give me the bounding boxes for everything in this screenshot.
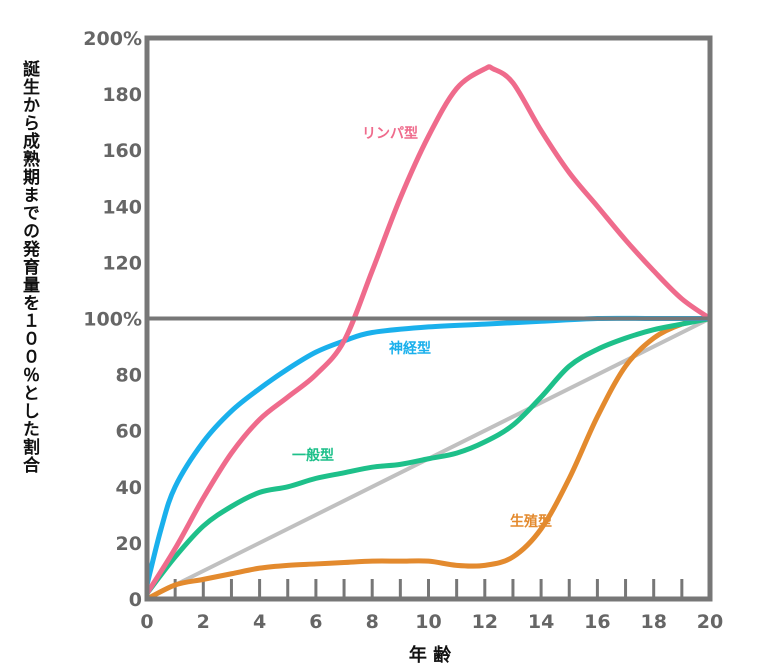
x-tick-label: 8 [366,611,379,633]
y-tick-label: 120 [102,252,142,274]
x-tick-label: 10 [415,611,441,633]
y-tick-label: 100% [83,309,142,331]
x-tick-label: 6 [309,611,322,633]
y-tick-label: 0 [129,589,142,611]
y-tick-label: 40 [116,477,142,499]
x-tick-label: 16 [584,611,610,633]
x-tick-label: 12 [472,611,498,633]
general-series-label: 一般型 [292,447,334,464]
y-tick-label: 200% [83,28,142,50]
reproductive-series-label: 生殖型 [510,513,552,530]
y-tick-label: 20 [116,533,142,555]
x-tick-label: 14 [528,611,554,633]
y-tick-label: 60 [116,421,142,443]
y-tick-label: 160 [102,140,142,162]
x-tick-label: 2 [197,611,210,633]
y-tick-label: 80 [116,365,142,387]
x-tick-label: 18 [640,611,666,633]
y-tick-label: 140 [102,196,142,218]
y-axis-label: 誕生から成熟期までの発育量を１００％とした割合 [19,60,39,474]
neural-series-label: 神経型 [389,340,431,357]
reproductive-series-line [144,316,713,602]
lymphatic-series-label: リンパ型 [362,125,418,142]
x-axis-label: 年 齢 [409,644,452,666]
lymphatic-series-line [144,64,713,596]
general-series-line [144,316,713,596]
y-tick-label: 180 [102,84,142,106]
x-tick-label: 0 [140,611,153,633]
x-tick-label: 20 [697,611,723,633]
x-tick-label: 4 [253,611,266,633]
